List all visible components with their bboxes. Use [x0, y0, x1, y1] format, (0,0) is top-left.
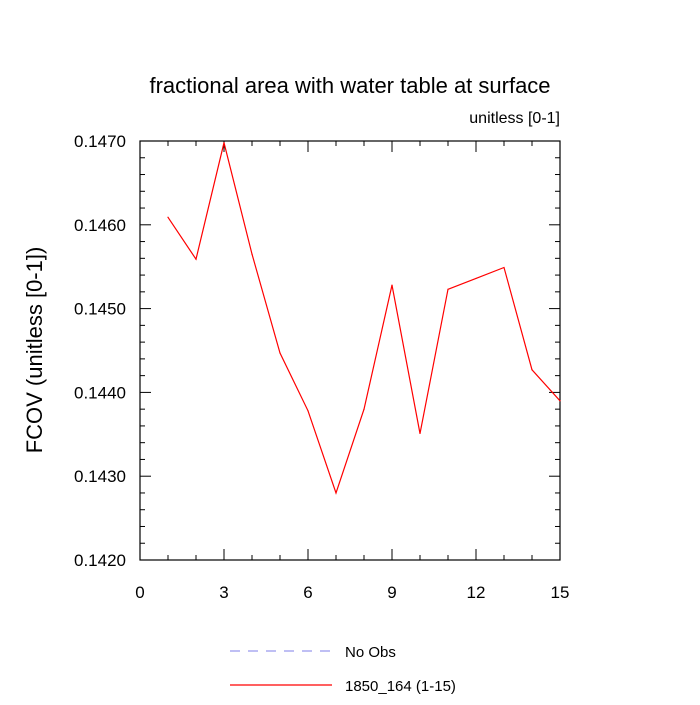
series-point — [223, 142, 225, 144]
series-point — [559, 400, 561, 402]
y-tick-label: 0.1450 — [74, 300, 126, 319]
y-tick-label: 0.1420 — [74, 551, 126, 570]
series-point — [531, 369, 533, 371]
series-point — [335, 492, 337, 494]
chart-subtitle: unitless [0-1] — [469, 110, 560, 127]
x-tick-label: 12 — [467, 583, 486, 602]
series-point — [419, 432, 421, 435]
chart-title: fractional area with water table at surf… — [149, 73, 550, 98]
series-point — [307, 410, 309, 412]
axis-tick-labels: 0 3 6 9 12 15 0.1420 0.1430 0.1440 0.1450 0.1460 0.… — [74, 132, 569, 602]
y-tick-label: 0.1470 — [74, 132, 126, 151]
y-tick-label: 0.1440 — [74, 383, 126, 402]
series-point — [195, 258, 197, 260]
x-tick-label: 6 — [303, 583, 312, 602]
x-tick-label: 15 — [551, 583, 570, 602]
series-point — [251, 253, 253, 255]
legend-label-no-obs: No Obs — [345, 644, 396, 661]
series-point — [391, 284, 393, 286]
series-line — [167, 142, 561, 495]
series-point — [363, 408, 365, 410]
series-point — [475, 277, 477, 280]
legend: No Obs 1850_164 (1-15) — [230, 644, 456, 695]
series-point — [279, 352, 281, 354]
x-tick-label: 9 — [387, 583, 396, 602]
axis-ticks — [139, 140, 561, 561]
y-tick-label: 0.1460 — [74, 216, 126, 235]
y-tick-label: 0.1430 — [74, 467, 126, 486]
plot-frame — [139, 140, 561, 561]
series-lines — [167, 142, 561, 495]
y-axis-label: FCOV (unitless [0-1]) — [22, 247, 47, 454]
x-tick-label: 0 — [135, 583, 144, 602]
series-point — [503, 266, 505, 269]
series-point — [447, 288, 449, 290]
legend-label-1850-164: 1850_164 (1-15) — [345, 678, 456, 695]
x-tick-label: 3 — [219, 583, 228, 602]
series-point — [167, 216, 169, 218]
